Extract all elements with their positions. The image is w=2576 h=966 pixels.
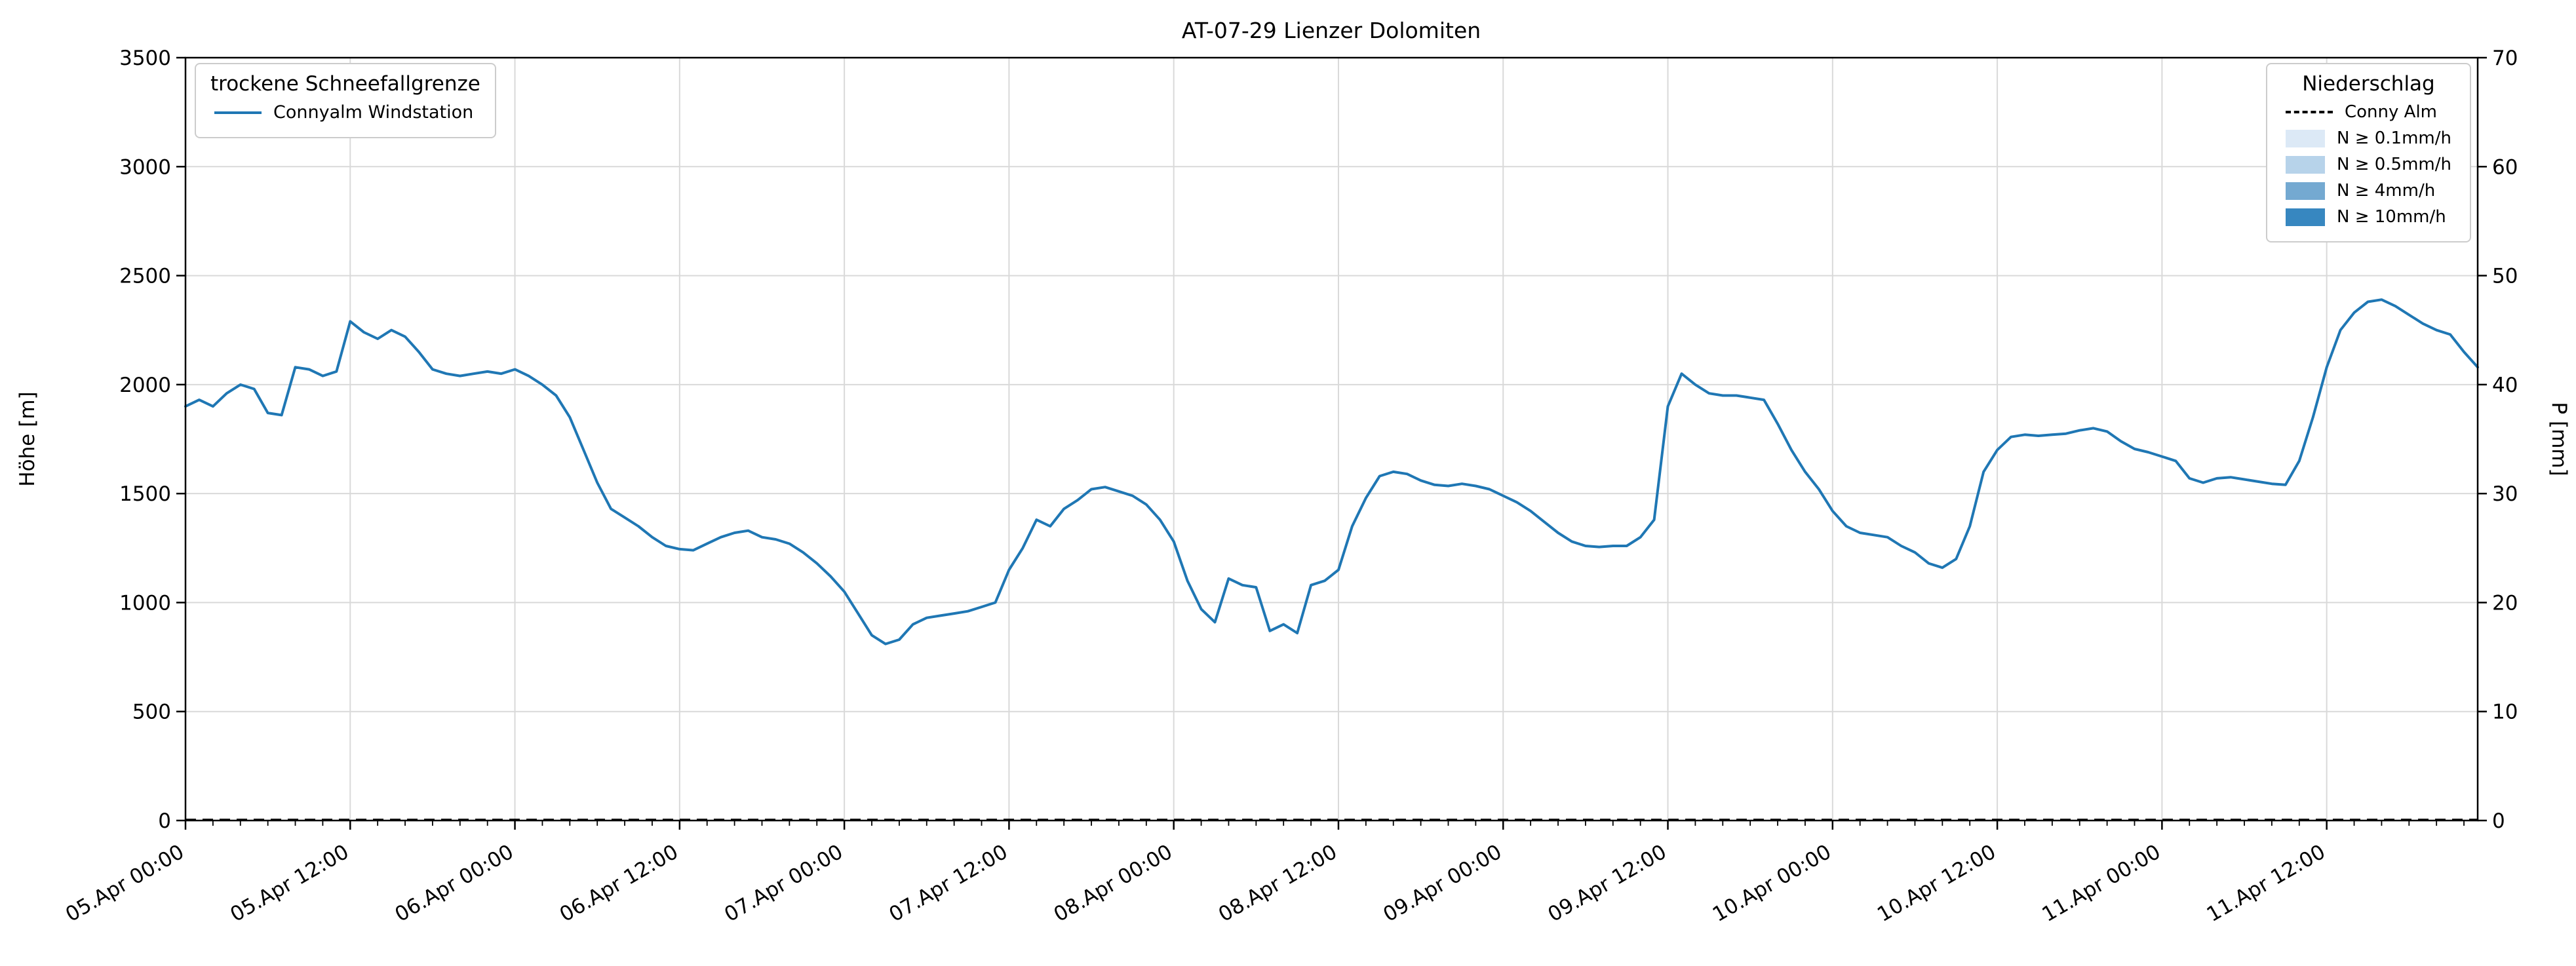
y-tick-label-left: 2000 [119,374,171,397]
x-tick-label: 07.Apr 00:00 [720,840,847,927]
precip-legend-title: Niederschlag [2302,72,2435,96]
snowline-legend-title: trockene Schneefallgrenze [210,72,480,96]
precip-swatch-4 [2285,182,2325,200]
x-tick-label: 11.Apr 12:00 [2203,840,2330,927]
x-tick-label: 06.Apr 00:00 [391,840,518,927]
precip-legend: Niederschlag Conny Alm N ≥ 0.1mm/h N ≥ 0… [2265,63,2471,242]
series-line-0 [184,298,2479,646]
snowline-legend: trockene Schneefallgrenze Connyalm Winds… [195,63,496,138]
x-tick-label: 10.Apr 12:00 [1873,840,2000,927]
precip-swatch-10 [2285,208,2325,226]
y-tick-label-left: 1500 [119,482,171,506]
legend-item-label: N ≥ 4mm/h [2336,181,2436,201]
legend-item-precip-0p1: N ≥ 0.1mm/h [2285,128,2451,148]
y-tick-label-left: 500 [132,701,171,724]
dashed-line-sample [2285,111,2333,113]
y-tick-label-right: 0 [2492,809,2505,833]
x-tick-label: 09.Apr 12:00 [1544,840,1670,927]
legend-item-connyalm-windstation: Connyalm Windstation [214,102,477,123]
y-tick-label-right: 60 [2492,155,2518,179]
legend-item-label: N ≥ 10mm/h [2336,207,2446,227]
x-tick-label: 09.Apr 00:00 [1379,840,1506,927]
y-tick-label-left: 0 [158,809,171,833]
y-tick-label-left: 3500 [119,47,171,70]
axes-border [184,56,2479,822]
y-tick-label-right: 70 [2492,47,2518,70]
precip-swatch-0p1 [2285,129,2325,147]
solid-line-sample [214,111,262,114]
right-axis-label: P [mm] [2547,402,2571,476]
y-tick-label-right: 20 [2492,591,2518,615]
legend-item-precip-0p5: N ≥ 0.5mm/h [2285,155,2451,174]
y-tick-label-left: 3000 [119,155,171,179]
y-tick-label-right: 50 [2492,265,2518,288]
y-tick-label-right: 40 [2492,374,2518,397]
x-tick-label: 06.Apr 12:00 [556,840,682,927]
x-tick-label: 05.Apr 00:00 [62,840,188,927]
y-tick-label-left: 1000 [119,591,171,615]
legend-item-label: Conny Alm [2344,102,2437,122]
x-tick-label: 11.Apr 00:00 [2038,840,2164,927]
legend-item-label: Connyalm Windstation [273,102,474,123]
chart-title: AT-07-29 Lienzer Dolomiten [1182,18,1481,43]
y-tick-label-right: 10 [2492,701,2518,724]
x-tick-label: 05.Apr 12:00 [226,840,353,927]
precip-swatch-0p5 [2285,155,2325,174]
x-tick-label: 08.Apr 00:00 [1050,840,1177,927]
legend-item-precip-10: N ≥ 10mm/h [2285,207,2451,227]
x-tick-label: 08.Apr 12:00 [1215,840,1341,927]
y-tick-label-right: 30 [2492,482,2518,506]
legend-item-label: N ≥ 0.5mm/h [2336,155,2451,174]
legend-item-precip-4: N ≥ 4mm/h [2285,181,2451,201]
x-tick-label: 07.Apr 12:00 [885,840,1011,927]
left-axis-label: Höhe [m] [16,391,39,486]
legend-item-label: N ≥ 0.1mm/h [2336,128,2451,148]
x-tick-label: 10.Apr 00:00 [1709,840,1835,927]
y-tick-label-left: 2500 [119,265,171,288]
legend-item-conny-alm: Conny Alm [2285,102,2451,122]
